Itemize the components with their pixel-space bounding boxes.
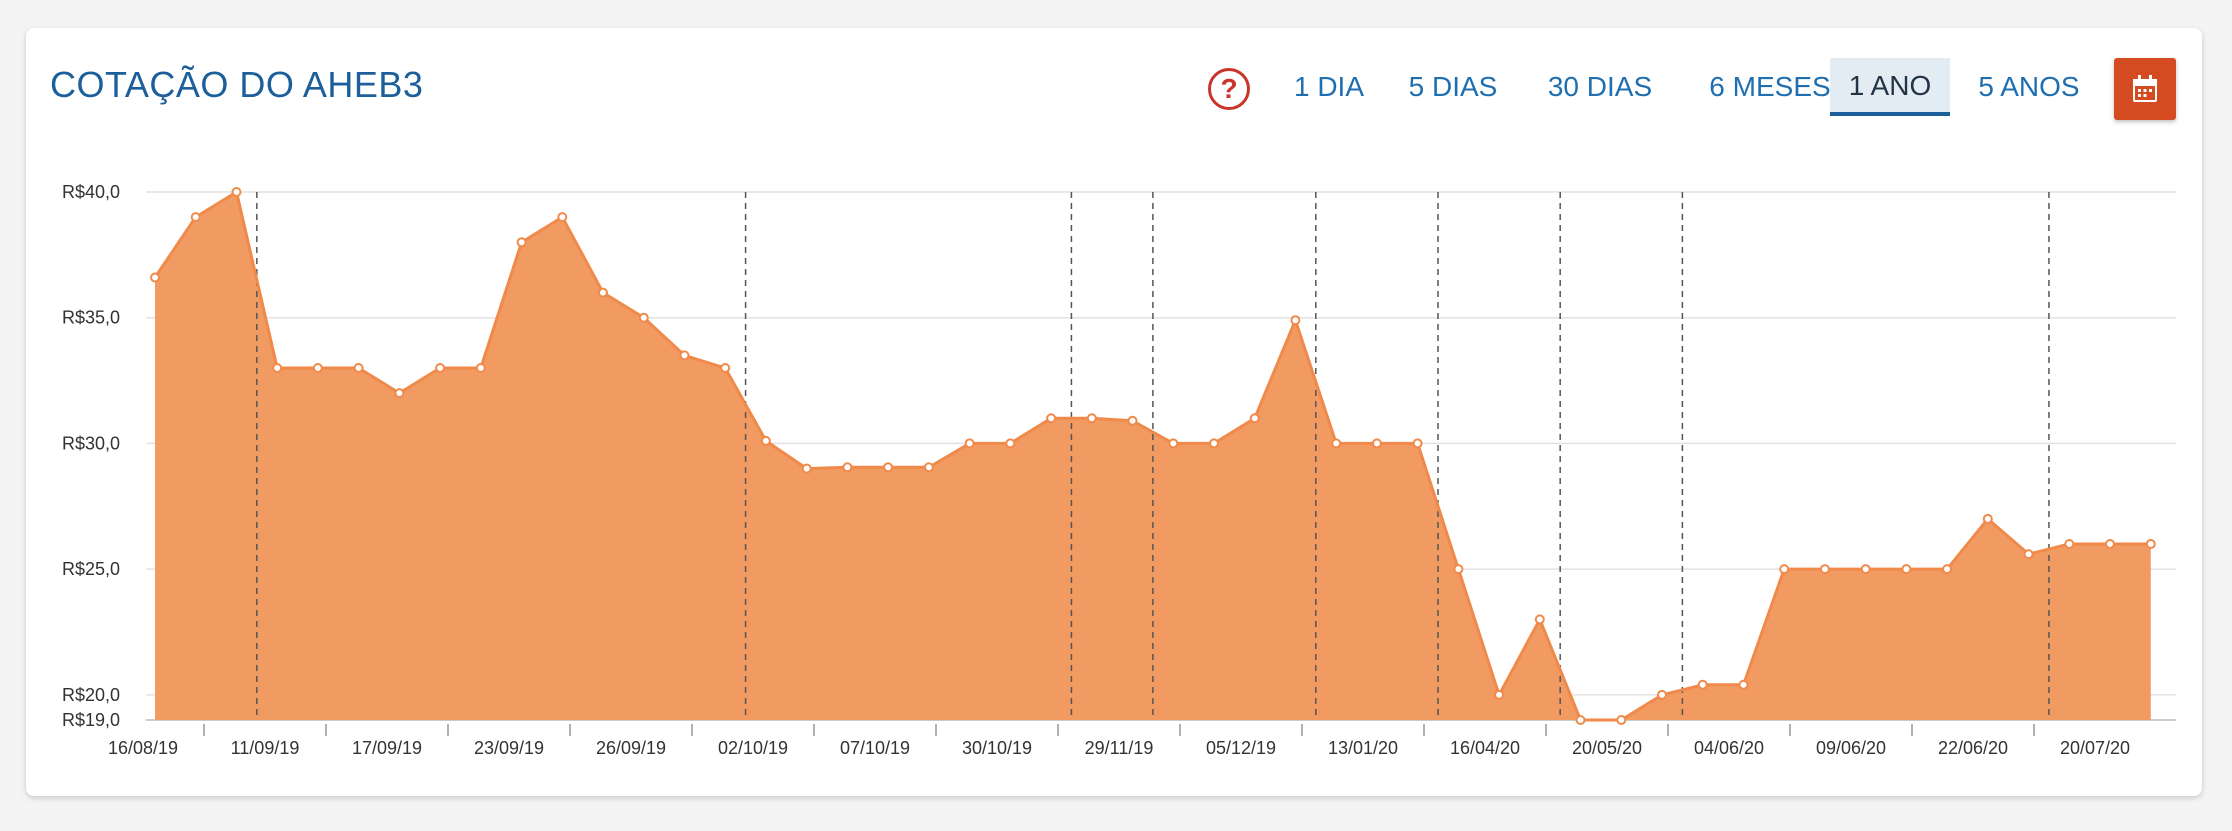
data-point bbox=[1616, 715, 1627, 725]
data-point bbox=[1005, 438, 1016, 449]
data-point bbox=[1371, 438, 1382, 449]
page-title: COTAÇÃO DO AHEB3 bbox=[50, 64, 424, 105]
price-line bbox=[153, 190, 2151, 722]
data-point bbox=[1738, 679, 1749, 690]
y-tick-label: R$20,0 bbox=[62, 685, 120, 705]
data-point bbox=[2145, 539, 2156, 549]
x-tick-label: 20/07/20 bbox=[2060, 738, 2130, 758]
data-point bbox=[1819, 564, 1830, 575]
y-tick-label: R$25,0 bbox=[62, 559, 120, 579]
y-tick-label: R$40,0 bbox=[62, 182, 120, 202]
tab-5-anos[interactable]: 5 ANOS bbox=[1978, 71, 2080, 102]
data-point bbox=[475, 363, 486, 373]
data-point bbox=[394, 388, 405, 399]
data-point bbox=[1331, 438, 1342, 449]
data-point bbox=[964, 438, 975, 449]
data-point bbox=[1209, 438, 1219, 449]
data-point bbox=[1942, 564, 1953, 575]
data-point bbox=[1494, 689, 1505, 700]
tab-5-dias[interactable]: 5 DIAS bbox=[1408, 71, 1498, 102]
x-tick-label: 04/06/20 bbox=[1694, 738, 1764, 758]
data-point bbox=[312, 363, 323, 373]
data-point bbox=[231, 187, 242, 197]
data-point bbox=[1779, 564, 1790, 575]
data-point bbox=[353, 363, 364, 373]
y-tick-label: R$19,0 bbox=[62, 710, 120, 730]
tab-6-meses[interactable]: 6 MESES bbox=[1709, 71, 1831, 102]
data-point bbox=[638, 312, 649, 323]
data-point bbox=[1453, 564, 1464, 575]
price-chart: R$19,0 R$20,0 R$25,0 R$30,0 R$35,0 R$40,0 16/0… bbox=[62, 182, 2176, 758]
tab-1-ano[interactable]: 1 ANO bbox=[1830, 58, 1950, 116]
data-point bbox=[2064, 539, 2075, 549]
tab-1-dia[interactable]: 1 DIA bbox=[1293, 71, 1365, 102]
data-point bbox=[842, 462, 853, 473]
x-tick-label: 16/04/20 bbox=[1450, 738, 1520, 758]
x-tick-label: 20/05/20 bbox=[1572, 738, 1642, 758]
x-tick-label: 26/09/19 bbox=[596, 738, 666, 758]
help-icon[interactable]: ? bbox=[1208, 68, 1250, 110]
data-point bbox=[801, 463, 812, 474]
data-point bbox=[1127, 415, 1138, 426]
x-tick-label: 13/01/20 bbox=[1328, 738, 1398, 758]
data-point bbox=[1575, 715, 1586, 725]
x-tick-label: 16/08/19 bbox=[108, 738, 178, 758]
data-point bbox=[2023, 549, 2034, 560]
data-point bbox=[923, 462, 934, 473]
data-point bbox=[1982, 513, 1993, 524]
data-point bbox=[1249, 413, 1260, 424]
quote-card: COTAÇÃO DO AHEB3 ? 1 DIA 5 DIAS 30 DIAS … bbox=[26, 28, 2202, 796]
data-point bbox=[2105, 539, 2115, 549]
x-tick-label: 30/10/19 bbox=[962, 738, 1032, 758]
data-point bbox=[1086, 413, 1097, 424]
data-point bbox=[883, 462, 894, 473]
data-point bbox=[150, 272, 160, 283]
data-point bbox=[516, 237, 527, 248]
data-point bbox=[598, 287, 608, 298]
data-point bbox=[272, 363, 283, 373]
data-point bbox=[190, 212, 201, 223]
x-tick-label: 29/11/19 bbox=[1085, 738, 1154, 758]
data-point bbox=[720, 363, 731, 373]
data-point bbox=[1697, 679, 1708, 690]
calendar-icon bbox=[2133, 75, 2157, 102]
x-tick-label: 07/10/19 bbox=[840, 738, 910, 758]
data-point bbox=[1860, 564, 1871, 575]
data-point bbox=[1657, 689, 1667, 700]
x-tick-label: 22/06/20 bbox=[1938, 738, 2008, 758]
data-point bbox=[1168, 438, 1179, 449]
y-tick-label: R$30,0 bbox=[62, 433, 120, 453]
x-tick-label: 23/09/19 bbox=[474, 738, 544, 758]
data-point bbox=[1290, 315, 1301, 326]
calendar-button[interactable] bbox=[2114, 58, 2176, 120]
x-tick-label: 05/12/19 bbox=[1206, 738, 1276, 758]
data-point bbox=[679, 350, 690, 361]
x-tick-label: 11/09/19 bbox=[231, 738, 300, 758]
x-tick-label: 02/10/19 bbox=[718, 738, 788, 758]
x-tick-label: 17/09/19 bbox=[352, 738, 422, 758]
y-tick-label: R$35,0 bbox=[62, 308, 120, 328]
data-point bbox=[435, 363, 446, 373]
data-point bbox=[557, 212, 568, 223]
tab-30-dias[interactable]: 30 DIAS bbox=[1547, 71, 1653, 102]
x-tick-label: 09/06/20 bbox=[1816, 738, 1886, 758]
data-point bbox=[1534, 614, 1545, 625]
data-point bbox=[1901, 564, 1912, 575]
data-point bbox=[760, 435, 771, 446]
data-point bbox=[1412, 438, 1423, 449]
data-point bbox=[1046, 413, 1057, 424]
